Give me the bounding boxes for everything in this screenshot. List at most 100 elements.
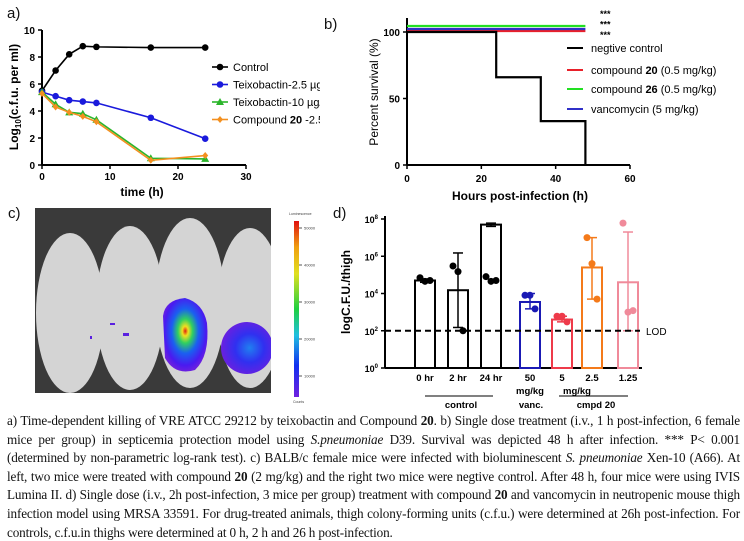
- y-tick-label: 0: [29, 161, 35, 172]
- legend-marker: [216, 98, 224, 105]
- colorbar-title: Luminescence: [289, 212, 312, 216]
- caption-text: 20: [420, 413, 434, 428]
- legend-marker: [216, 81, 224, 88]
- panel-d-label: d): [333, 205, 347, 222]
- survival-line: [407, 30, 587, 165]
- data-point: [553, 312, 561, 320]
- figure-caption: a) Time-dependent killing of VRE ATCC 29…: [7, 412, 740, 541]
- legend-label: Teixobactin-10 µg/ml: [233, 97, 320, 109]
- data-point: [492, 276, 500, 284]
- caption-text: a) Time-dependent killing of VRE ATCC 29…: [7, 413, 421, 428]
- y-tick-label: 50: [389, 95, 401, 106]
- caption-text: Xen-10 (A66). At left, two mice were tre…: [7, 450, 740, 484]
- caption-text: S.pneumoniae: [310, 431, 384, 447]
- y-tick-label: 4: [29, 107, 35, 118]
- y-tick-label: 0: [394, 161, 400, 172]
- y-tick-label: 106: [365, 252, 379, 262]
- significance-stars: ***: [600, 30, 611, 40]
- x-tick-label: 40: [550, 174, 562, 185]
- data-point: [93, 43, 100, 51]
- data-point: [79, 112, 86, 120]
- legend-label: compound 20 (0.5 mg/kg): [591, 65, 716, 77]
- category-label: 1.25: [619, 373, 638, 384]
- unit-label: mg/kg: [563, 386, 591, 397]
- x-tick-label: 10: [104, 172, 116, 183]
- data-point: [416, 274, 424, 282]
- category-label: 2 hr: [449, 373, 467, 384]
- data-point: [521, 291, 529, 299]
- x-axis-label: Hours post-infection (h): [452, 189, 588, 203]
- caption-text: 20: [234, 468, 248, 484]
- data-point: [66, 108, 73, 116]
- y-axis-label: logC.F.U./thigh: [339, 250, 353, 334]
- x-tick-label: 0: [404, 174, 410, 185]
- category-label: 2.5: [585, 373, 599, 384]
- data-point: [629, 307, 637, 315]
- y-tick-label: 10: [24, 26, 36, 37]
- data-point: [93, 118, 100, 126]
- caption-text: 20: [494, 487, 508, 503]
- data-point: [588, 260, 596, 268]
- colorbar-tick-label: 30000: [304, 300, 316, 305]
- data-point: [201, 135, 209, 142]
- legend-marker: [216, 63, 224, 71]
- y-tick-label: 100: [383, 28, 400, 39]
- data-point: [563, 318, 571, 326]
- colorbar-unit: Counts: [293, 400, 304, 404]
- category-label: 50: [525, 373, 536, 384]
- group-label: cmpd 20: [577, 400, 616, 411]
- data-point: [39, 89, 45, 97]
- x-axis-label: time (h): [120, 185, 163, 199]
- significance-stars: ***: [600, 9, 611, 19]
- data-point: [558, 312, 566, 320]
- mouse-1: [36, 233, 104, 393]
- data-point: [454, 268, 462, 276]
- data-point: [79, 98, 87, 105]
- legend-label: Control: [233, 62, 268, 74]
- legend-label: negtive control: [591, 43, 663, 55]
- category-label: 0 hr: [416, 373, 434, 384]
- bar: [480, 223, 502, 369]
- data-point: [93, 99, 100, 107]
- y-tick-label: 108: [365, 215, 379, 225]
- caption-text: S. pneumoniae: [565, 450, 643, 466]
- colorbar-tick-label: 20000: [304, 337, 316, 342]
- legend-label: vancomycin (5 mg/kg): [591, 104, 699, 116]
- y-axis-label: Percent survival (%): [367, 38, 381, 145]
- survival-chart: 0 50 100 0 20 40 60 Hours post-infection (h) Per…: [367, 9, 716, 203]
- y-tick-label: 100: [365, 364, 379, 374]
- mouse-2: [96, 226, 164, 390]
- data-point: [52, 67, 59, 74]
- data-point: [147, 44, 155, 51]
- category-label: 24 hr: [480, 373, 503, 384]
- data-point: [426, 276, 434, 284]
- colorbar-tick-label: 40000: [304, 263, 316, 268]
- group-label: control: [445, 400, 477, 411]
- legend-marker: [217, 116, 223, 123]
- data-point: [531, 305, 539, 313]
- caption-text: D39. Survival was depicted 48 h after in…: [7, 431, 740, 466]
- panel-a-label: a): [7, 5, 21, 22]
- panel-b-label: b): [324, 16, 338, 33]
- x-tick-label: 60: [624, 174, 636, 185]
- panel-c-label: c): [8, 205, 21, 222]
- data-point: [449, 262, 457, 270]
- y-tick-label: 6: [29, 80, 35, 91]
- data-point: [202, 152, 209, 160]
- data-point: [147, 114, 155, 122]
- category-label: 5: [559, 373, 565, 384]
- data-point: [593, 295, 601, 303]
- y-tick-label: 102: [365, 327, 379, 337]
- x-tick-label: 20: [476, 174, 488, 185]
- x-tick-label: 20: [172, 172, 184, 183]
- group-label: vanc.: [519, 400, 543, 411]
- data-point: [52, 103, 59, 111]
- caption-text: and vancomycin in neutropenic mouse thig…: [7, 487, 740, 540]
- bioluminescence-image: [35, 208, 271, 393]
- colorbar-tick-label: 50000: [304, 226, 316, 231]
- signal-mouse-3: [163, 298, 208, 372]
- data-point: [52, 92, 59, 100]
- data-point: [583, 234, 591, 242]
